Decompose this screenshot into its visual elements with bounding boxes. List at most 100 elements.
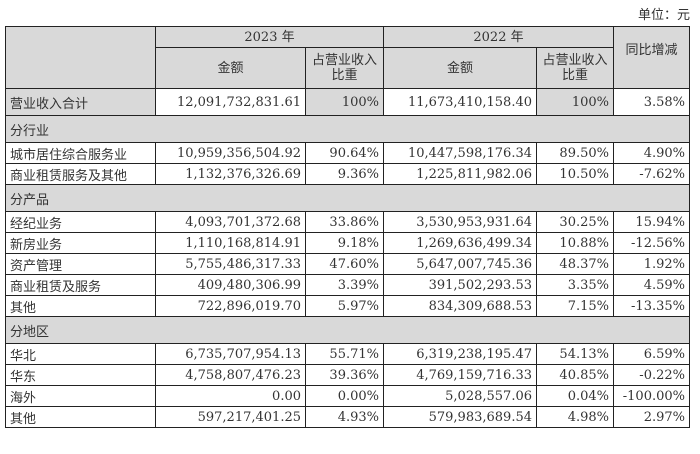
share-2023: 5.97% <box>305 295 384 317</box>
row-label: 其他 <box>5 295 156 317</box>
share-2022: 7.15% <box>536 295 614 317</box>
row-label: 新房业务 <box>5 232 156 254</box>
table-row: 城市居住综合服务业 10,959,356,504.92 90.64% 10,447,5… <box>5 142 690 164</box>
amount-2023: 6,735,707,954.13 <box>155 343 306 365</box>
amount-2022: 10,447,598,176.34 <box>383 142 537 164</box>
header-yoy: 同比增减 <box>613 26 690 89</box>
share-2022: 30.25% <box>536 211 614 233</box>
row-label: 经纪业务 <box>5 211 156 233</box>
total-share-2023: 100% <box>305 88 384 116</box>
row-label: 华东 <box>5 364 156 386</box>
amount-2023: 597,217,401.25 <box>155 406 306 428</box>
amount-2023: 409,480,306.99 <box>155 274 306 296</box>
header-blank <box>5 26 156 89</box>
yoy: -100.00% <box>613 385 690 407</box>
table-row: 商业租赁及服务 409,480,306.99 3.39% 391,502,293.53… <box>5 274 690 296</box>
amount-2022: 5,647,007,745.36 <box>383 253 537 275</box>
share-2022: 3.35% <box>536 274 614 296</box>
amount-2022: 579,983,689.54 <box>383 406 537 428</box>
amount-2023: 4,758,807,476.23 <box>155 364 306 386</box>
total-share-2022: 100% <box>536 88 614 116</box>
total-amount-2022: 11,673,410,158.40 <box>383 88 537 116</box>
section-row: 分行业 <box>5 115 690 143</box>
amount-2022: 1,269,636,499.34 <box>383 232 537 254</box>
total-amount-2023: 12,091,732,831.61 <box>155 88 306 116</box>
row-label: 商业租赁服务及其他 <box>5 163 156 185</box>
yoy: -0.22% <box>613 364 690 386</box>
amount-2023: 722,896,019.70 <box>155 295 306 317</box>
yoy: 15.94% <box>613 211 690 233</box>
share-2023: 55.71% <box>305 343 384 365</box>
share-2023: 9.18% <box>305 232 384 254</box>
amount-2022: 4,769,159,716.33 <box>383 364 537 386</box>
amount-2023: 4,093,701,372.68 <box>155 211 306 233</box>
yoy: -13.35% <box>613 295 690 317</box>
row-label: 商业租赁及服务 <box>5 274 156 296</box>
header-share-2022: 占营业收入比重 <box>536 47 614 89</box>
amount-2022: 834,309,688.53 <box>383 295 537 317</box>
header-amount-2023: 金额 <box>155 47 306 89</box>
row-label: 城市居住综合服务业 <box>5 142 156 164</box>
section-title: 分行业 <box>5 115 690 143</box>
share-2022: 54.13% <box>536 343 614 365</box>
section-title: 分地区 <box>5 316 690 344</box>
share-2023: 47.60% <box>305 253 384 275</box>
amount-2022: 1,225,811,982.06 <box>383 163 537 185</box>
amount-2022: 391,502,293.53 <box>383 274 537 296</box>
share-2022: 10.50% <box>536 163 614 185</box>
header-year-2023: 2023 年 <box>155 26 384 48</box>
yoy: 4.90% <box>613 142 690 164</box>
table-row: 新房业务 1,110,168,814.91 9.18% 1,269,636,499.3… <box>5 232 690 254</box>
share-2023: 33.86% <box>305 211 384 233</box>
header-year-2022: 2022 年 <box>383 26 614 48</box>
share-2023: 9.36% <box>305 163 384 185</box>
table-row: 经纪业务 4,093,701,372.68 33.86% 3,530,953,931.… <box>5 211 690 233</box>
share-2022: 10.88% <box>536 232 614 254</box>
total-label: 营业收入合计 <box>5 88 156 116</box>
revenue-table: 2023 年 2022 年 同比增减 金额 占营业收入比重 金额 占营业收入比重… <box>5 26 690 428</box>
share-2022: 0.04% <box>536 385 614 407</box>
amount-2023: 1,132,376,326.69 <box>155 163 306 185</box>
amount-2023: 0.00 <box>155 385 306 407</box>
share-2022: 40.85% <box>536 364 614 386</box>
amount-2022: 3,530,953,931.64 <box>383 211 537 233</box>
section-title: 分产品 <box>5 184 690 212</box>
share-2023: 3.39% <box>305 274 384 296</box>
table-row: 资产管理 5,755,486,317.33 47.60% 5,647,007,745.… <box>5 253 690 275</box>
share-2022: 4.98% <box>536 406 614 428</box>
share-2023: 90.64% <box>305 142 384 164</box>
table-row: 海外 0.00 0.00% 5,028,557.06 0.04% -100.00% <box>5 385 690 407</box>
total-row: 营业收入合计 12,091,732,831.61 100% 11,673,410… <box>5 88 690 116</box>
amount-2023: 5,755,486,317.33 <box>155 253 306 275</box>
table-row: 商业租赁服务及其他 1,132,376,326.69 9.36% 1,225,811,… <box>5 163 690 185</box>
section-row: 分产品 <box>5 184 690 212</box>
row-label: 其他 <box>5 406 156 428</box>
header-amount-2022: 金额 <box>383 47 537 89</box>
yoy: -12.56% <box>613 232 690 254</box>
unit-label: 单位：元 <box>637 8 690 23</box>
amount-2022: 5,028,557.06 <box>383 385 537 407</box>
share-2023: 4.93% <box>305 406 384 428</box>
share-2022: 48.37% <box>536 253 614 275</box>
table-row: 其他 597,217,401.25 4.93% 579,983,689.54 4.98%… <box>5 406 690 428</box>
yoy: 6.59% <box>613 343 690 365</box>
table-row: 华北 6,735,707,954.13 55.71% 6,319,238,195.47… <box>5 343 690 365</box>
share-2022: 89.50% <box>536 142 614 164</box>
amount-2023: 1,110,168,814.91 <box>155 232 306 254</box>
yoy: 1.92% <box>613 253 690 275</box>
row-label: 资产管理 <box>5 253 156 275</box>
section-row: 分地区 <box>5 316 690 344</box>
amount-2022: 6,319,238,195.47 <box>383 343 537 365</box>
yoy: -7.62% <box>613 163 690 185</box>
yoy: 4.59% <box>613 274 690 296</box>
table-row: 其他 722,896,019.70 5.97% 834,309,688.53 7.15%… <box>5 295 690 317</box>
header-share-2023: 占营业收入比重 <box>305 47 384 89</box>
share-2023: 0.00% <box>305 385 384 407</box>
table-row: 华东 4,758,807,476.23 39.36% 4,769,159,716.33… <box>5 364 690 386</box>
share-2023: 39.36% <box>305 364 384 386</box>
amount-2023: 10,959,356,504.92 <box>155 142 306 164</box>
yoy: 2.97% <box>613 406 690 428</box>
total-yoy: 3.58% <box>613 88 690 116</box>
row-label: 华北 <box>5 343 156 365</box>
row-label: 海外 <box>5 385 156 407</box>
